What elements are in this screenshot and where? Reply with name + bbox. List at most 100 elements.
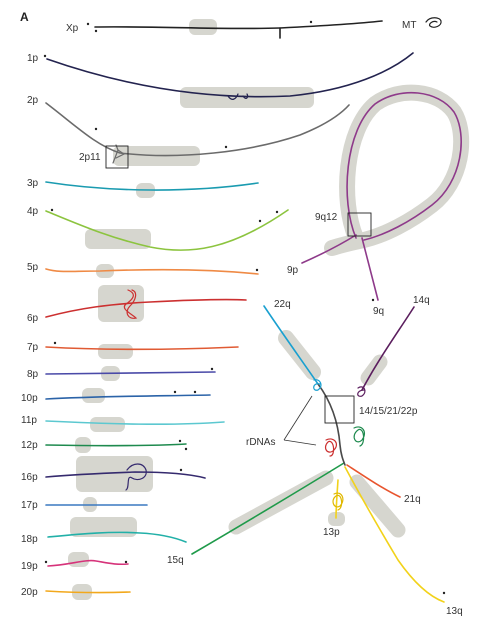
label-19p: 19p (21, 561, 38, 572)
marker (43, 54, 47, 58)
label-12p: 12p (21, 440, 38, 451)
marker (309, 20, 313, 24)
label-10p: 10p (21, 393, 38, 404)
label-3p: 3p (27, 178, 39, 189)
chromosome-5p (45, 268, 259, 275)
box-9q12 (347, 212, 372, 237)
marker (124, 560, 128, 564)
label-2p: 2p (27, 95, 39, 106)
highlight-13p (328, 512, 345, 526)
label-9p: 9p (287, 265, 299, 276)
marker (94, 29, 98, 33)
telomere-markers (43, 20, 446, 595)
chromosome-15q (191, 462, 345, 555)
labels: Xp MT 1p 2p 2p11 3p 4p 5p 6p 7p 8p 10p 1… (21, 20, 463, 617)
label-rdnas: rDNAs (246, 437, 275, 448)
highlight-19p (68, 552, 89, 567)
label-5p: 5p (27, 262, 39, 273)
marker (178, 439, 182, 443)
tangle-1p (227, 93, 249, 100)
chromosome-13q (344, 466, 445, 603)
chromosome-14q (361, 306, 415, 391)
tangle-16p (125, 463, 147, 491)
marker (442, 591, 446, 595)
label-mt: MT (402, 20, 416, 31)
chromosome-1p (46, 52, 414, 98)
marker (258, 219, 262, 223)
label-xp: Xp (66, 23, 79, 34)
chromosome-18p (47, 531, 187, 543)
label-6p: 6p (27, 313, 39, 324)
marker (53, 341, 57, 345)
label-20p: 20p (21, 587, 38, 598)
label-1p: 1p (27, 53, 39, 64)
chromosome-11p (45, 420, 225, 426)
label-17p: 17p (21, 500, 38, 511)
rdna-cluster-22 (313, 379, 322, 391)
highlight-7p (98, 344, 133, 359)
chromosome-9q (361, 237, 379, 301)
label-15q: 15q (167, 555, 184, 566)
chromosome-2p (45, 102, 350, 157)
label-22q: 22q (274, 299, 291, 310)
label-acrocentric: 14/15/21/22p (359, 406, 418, 417)
highlight-21q (349, 474, 406, 538)
chromosome-22q (263, 305, 319, 385)
marker (94, 127, 98, 131)
label-13p: 13p (323, 527, 340, 538)
label-16p: 16p (21, 472, 38, 483)
marker (50, 208, 54, 212)
marker (44, 560, 48, 564)
chromosome-19p (47, 559, 129, 567)
chromosome-8p (45, 371, 216, 375)
label-4p: 4p (27, 206, 39, 217)
chromosome-9q12-loop (346, 91, 462, 241)
highlight-xp (189, 19, 217, 35)
box-2p11 (105, 145, 129, 169)
marker (184, 447, 188, 451)
label-21q: 21q (404, 494, 421, 505)
chromosome-13p (335, 479, 339, 519)
marker (179, 468, 183, 472)
chromosome-21q (346, 464, 401, 498)
chromosome-9 (301, 91, 462, 301)
marker (173, 390, 177, 394)
chromosome-6p (45, 298, 247, 318)
chromosome-12p (45, 443, 187, 447)
chromosome-arms (45, 17, 442, 594)
rdna-cluster-21 (353, 426, 366, 447)
rdna-cluster-14 (357, 386, 366, 397)
panel-label: A (20, 10, 29, 24)
label-11p: 11p (21, 415, 37, 426)
rdna-pointer-bottom (283, 439, 317, 446)
marker (210, 367, 214, 371)
marker (255, 268, 259, 272)
label-14q: 14q (413, 295, 430, 306)
chromosome-9p (301, 234, 357, 264)
rdna-cluster-13 (332, 492, 344, 511)
label-7p: 7p (27, 342, 39, 353)
label-13q: 13q (446, 606, 463, 617)
acrocentric-hub (191, 305, 445, 603)
marker (193, 390, 197, 394)
chromosome-3p (45, 181, 259, 191)
rdna-cluster-15 (324, 438, 338, 457)
label-2p11: 2p11 (79, 152, 101, 163)
chromosome-xp (94, 20, 383, 30)
marker (86, 22, 90, 26)
label-9q: 9q (373, 306, 384, 317)
marker (224, 145, 228, 149)
marker (275, 210, 279, 214)
chromosome-16p (45, 471, 206, 479)
chromosome-20p (45, 590, 131, 594)
annotation-boxes (105, 145, 372, 446)
box-acrocentric (324, 395, 355, 424)
highlight-11p (90, 417, 125, 432)
highlight-10p (82, 388, 105, 403)
label-18p: 18p (21, 534, 38, 545)
chromosome-4p (45, 209, 289, 251)
marker (371, 298, 375, 302)
rdna-pointer-top (283, 395, 313, 441)
chromosome-10p (45, 394, 211, 400)
